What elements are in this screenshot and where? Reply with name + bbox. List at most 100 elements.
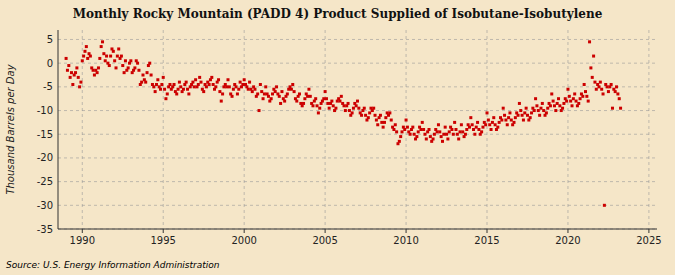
- point: [357, 107, 360, 110]
- point: [471, 123, 474, 126]
- point: [390, 119, 393, 122]
- tick-label: 2010: [393, 235, 418, 246]
- point: [376, 123, 379, 126]
- tick-label: 2005: [312, 235, 337, 246]
- point: [600, 88, 603, 91]
- point: [324, 90, 327, 93]
- point: [235, 85, 238, 88]
- point: [619, 107, 622, 110]
- point: [293, 90, 296, 93]
- point: [539, 107, 542, 110]
- point: [550, 92, 553, 95]
- point: [367, 116, 370, 119]
- point: [506, 123, 509, 126]
- tick-label: 2020: [555, 235, 580, 246]
- point: [395, 130, 398, 133]
- point: [597, 85, 600, 88]
- point: [279, 102, 282, 105]
- point: [175, 92, 178, 95]
- point: [569, 100, 572, 103]
- point: [78, 85, 81, 88]
- point: [140, 81, 143, 84]
- point: [375, 119, 378, 122]
- point: [380, 121, 383, 124]
- point: [344, 109, 347, 112]
- point: [334, 107, 337, 110]
- point: [311, 104, 314, 107]
- tick-label: -15: [37, 129, 53, 140]
- point: [549, 104, 552, 107]
- point: [473, 133, 476, 136]
- point: [197, 83, 200, 86]
- point: [295, 100, 298, 103]
- point: [565, 100, 568, 103]
- tick-mark: [648, 229, 649, 233]
- point: [465, 128, 468, 131]
- point: [425, 137, 428, 140]
- point: [363, 107, 366, 110]
- point: [558, 104, 561, 107]
- point: [307, 88, 310, 91]
- point: [440, 135, 443, 138]
- grid-line: [163, 30, 164, 229]
- point: [591, 76, 594, 79]
- tick-label: 0: [47, 58, 53, 69]
- grid-line: [58, 110, 657, 111]
- point: [247, 88, 250, 91]
- point: [566, 88, 569, 91]
- point: [453, 121, 456, 124]
- point: [442, 133, 445, 136]
- point: [472, 128, 475, 131]
- point: [108, 64, 111, 67]
- point: [178, 81, 181, 84]
- point: [568, 95, 571, 98]
- point: [614, 90, 617, 93]
- point: [585, 95, 588, 98]
- point: [232, 88, 235, 91]
- point: [101, 40, 104, 43]
- point: [545, 111, 548, 114]
- point: [584, 90, 587, 93]
- point: [205, 85, 208, 88]
- point: [488, 123, 491, 126]
- point: [530, 111, 533, 114]
- point: [450, 128, 453, 131]
- tick-label: 2015: [474, 235, 499, 246]
- point: [144, 81, 147, 84]
- point: [231, 95, 234, 98]
- point: [340, 95, 343, 98]
- tick-label: -30: [37, 200, 53, 211]
- point: [469, 116, 472, 119]
- point: [438, 130, 441, 133]
- point: [328, 107, 331, 110]
- point: [220, 100, 223, 103]
- point: [146, 71, 149, 74]
- point: [221, 92, 224, 95]
- point: [405, 119, 408, 122]
- tick-label: -20: [37, 152, 53, 163]
- point: [214, 85, 217, 88]
- point: [129, 59, 132, 62]
- point: [475, 126, 478, 129]
- tick-label: -25: [37, 176, 53, 187]
- point: [98, 57, 101, 60]
- point: [360, 114, 363, 117]
- point: [309, 95, 312, 98]
- x-ticks: 19901995200020052010201520202025: [70, 229, 662, 246]
- tick-label: 1990: [70, 235, 95, 246]
- point: [258, 109, 261, 112]
- point: [217, 78, 220, 81]
- point: [348, 109, 351, 112]
- point: [208, 83, 211, 86]
- point: [454, 128, 457, 131]
- grid: [58, 30, 657, 229]
- point: [541, 102, 544, 105]
- point: [316, 104, 319, 107]
- point: [606, 85, 609, 88]
- point: [109, 55, 112, 58]
- tick-label: 2025: [636, 235, 661, 246]
- point: [343, 104, 346, 107]
- point: [537, 109, 540, 112]
- point: [127, 66, 130, 69]
- point: [92, 69, 95, 72]
